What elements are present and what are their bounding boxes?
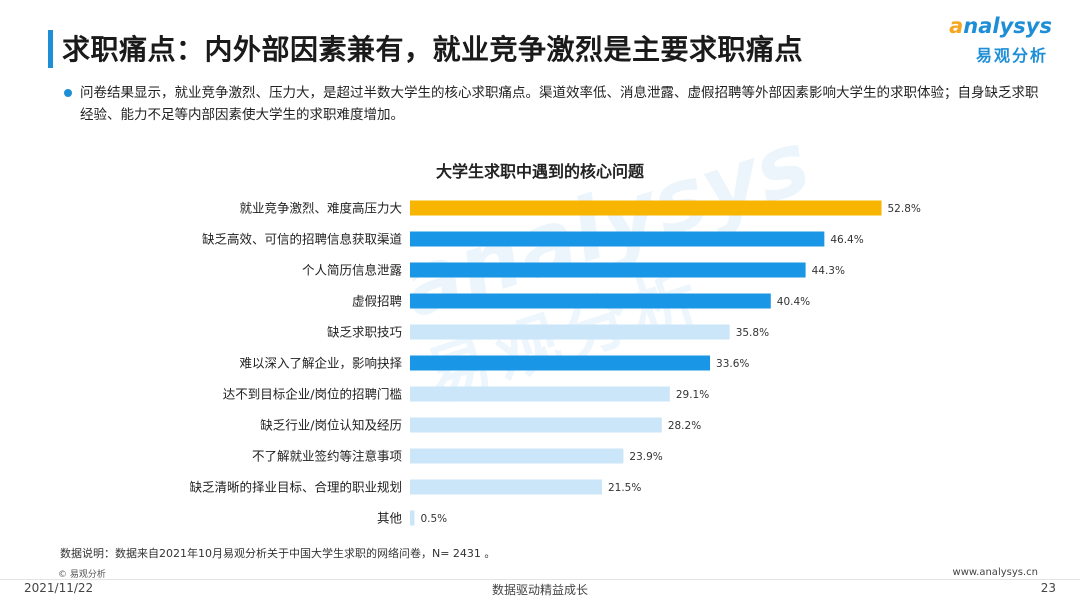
category-label: 个人简历信息泄露 <box>302 263 403 278</box>
category-label: 达不到目标企业/岗位的招聘门槛 <box>223 387 402 402</box>
bar <box>410 231 825 247</box>
category-label: 缺乏行业/岗位认知及经历 <box>260 418 402 433</box>
value-label: 21.5% <box>608 482 641 494</box>
value-label: 0.5% <box>420 513 447 525</box>
category-label: 缺乏清晰的择业目标、合理的职业规划 <box>189 480 402 495</box>
logo: analysys 易观分析 <box>942 14 1052 72</box>
value-label: 33.6% <box>716 358 749 370</box>
bar <box>410 200 882 216</box>
footer-slogan: 数据驱动精益成长 <box>491 583 588 597</box>
page-number: 23 <box>1040 581 1056 595</box>
chart-title: 大学生求职中遇到的核心问题 <box>435 162 644 181</box>
copyright: © 易观分析 <box>58 570 106 580</box>
bar <box>410 479 602 495</box>
logo-wordmark: analysys <box>949 14 1052 38</box>
page-title: 求职痛点：内外部因素兼有，就业竞争激烈是主要求职痛点 <box>62 33 804 66</box>
bar <box>410 417 662 433</box>
report-date: 2021/11/22 <box>24 581 94 595</box>
value-label: 35.8% <box>736 327 769 339</box>
category-label: 缺乏求职技巧 <box>327 325 402 340</box>
title-accent-bar <box>48 30 53 68</box>
data-note: 数据说明：数据来自2021年10月易观分析关于中国大学生求职的网络问卷，N= 2… <box>60 547 496 560</box>
bar <box>410 262 806 278</box>
bar <box>410 355 711 371</box>
category-label: 其他 <box>377 511 403 526</box>
summary-text: 问卷结果显示，就业竞争激烈、压力大，是超过半数大学生的核心求职痛点。渠道效率低、… <box>80 85 1039 123</box>
footer-divider <box>0 579 1080 580</box>
logo-chinese: 易观分析 <box>975 46 1048 65</box>
bar <box>410 386 670 402</box>
value-label: 52.8% <box>888 203 921 215</box>
value-label: 46.4% <box>830 234 863 246</box>
category-label: 难以深入了解企业，影响抉择 <box>239 356 402 371</box>
bar <box>410 324 730 340</box>
bullet-icon <box>64 89 72 97</box>
bar <box>410 293 771 309</box>
value-label: 40.4% <box>777 296 810 308</box>
bar <box>410 510 415 526</box>
value-label: 44.3% <box>812 265 845 277</box>
website-link[interactable]: www.analysys.cn <box>952 567 1038 578</box>
category-label: 不了解就业签约等注意事项 <box>252 449 402 464</box>
value-label: 23.9% <box>629 451 662 463</box>
value-label: 29.1% <box>676 389 709 401</box>
category-label: 缺乏高效、可信的招聘信息获取渠道 <box>202 232 403 247</box>
category-label: 虚假招聘 <box>352 294 402 309</box>
category-label: 就业竞争激烈、难度高压力大 <box>239 201 402 216</box>
value-label: 28.2% <box>668 420 701 432</box>
bar <box>410 448 624 464</box>
